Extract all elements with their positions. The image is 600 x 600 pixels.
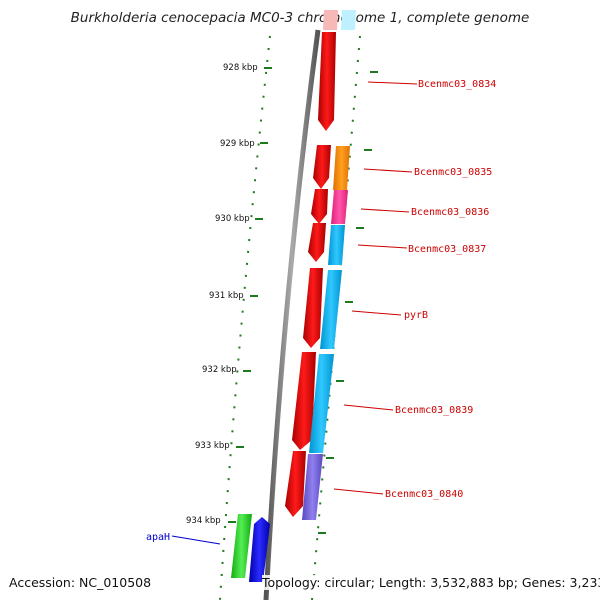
apaH-gene-group[interactable] (231, 514, 270, 582)
gene-arrow-0839 (292, 352, 316, 450)
chromosome-backbone (263, 29, 321, 600)
gene-arrow-0835 (313, 145, 331, 189)
tick-label-934: 934 kbp (186, 516, 221, 526)
tick-label-930: 930 kbp (215, 214, 250, 224)
callout-0834 (367, 81, 418, 85)
feature-faint-cyan[interactable] (341, 10, 356, 30)
gene-label-pyrB: pyrB (404, 310, 428, 321)
gene-arrow-0834 (318, 32, 336, 131)
callout-apaH (171, 535, 221, 545)
callout-0835 (363, 168, 413, 173)
gene-label-0837: Bcenmc03_0837 (408, 244, 486, 255)
tick-label-929: 929 kbp (220, 139, 255, 149)
partner-block-0835 (333, 146, 350, 190)
callout-lines (171, 81, 418, 545)
topology-text: Topology: circular; Length: 3,532,883 bp… (262, 575, 600, 590)
tick-label-928: 928 kbp (223, 63, 258, 73)
gene-arrow-apaH-green (231, 514, 252, 578)
partner-block-0840 (302, 454, 323, 520)
callout-0836 (360, 208, 410, 213)
map-title: Burkholderia cenocepacia MC0-3 chromosom… (70, 10, 530, 26)
inner-dotted-guide (219, 35, 271, 600)
callout-pyrB (351, 310, 402, 316)
gene-arrow-apaH (249, 517, 270, 582)
partner-block-0836 (331, 190, 348, 224)
partner-block-0839 (309, 354, 334, 453)
partner-block-pyrB (320, 270, 342, 349)
red-gene-track[interactable] (285, 32, 336, 517)
tick-label-931: 931 kbp (209, 291, 244, 301)
gene-label-0836: Bcenmc03_0836 (411, 207, 489, 218)
tick-label-933: 933 kbp (195, 441, 230, 451)
gene-arrow-0836 (311, 189, 328, 224)
scale-ticks (228, 67, 378, 534)
partner-block-0837 (328, 225, 345, 265)
gene-arrow-0837 (308, 223, 326, 262)
tick-label-932: 932 kbp (202, 365, 237, 375)
gene-labels[interactable]: Bcenmc03_0834 Bcenmc03_0835 Bcenmc03_083… (146, 79, 496, 543)
callout-0840 (333, 488, 384, 495)
feature-faint-pink[interactable] (323, 10, 338, 30)
gene-label-apaH: apaH (146, 532, 170, 543)
callout-0837 (357, 244, 408, 249)
gene-label-0840: Bcenmc03_0840 (385, 489, 463, 500)
gene-arrow-pyrB (303, 268, 323, 348)
partner-track[interactable] (302, 32, 350, 520)
callout-0839 (343, 404, 394, 411)
gene-label-0839: Bcenmc03_0839 (395, 405, 473, 416)
gene-arrow-0840 (285, 451, 306, 517)
gene-label-0834: Bcenmc03_0834 (418, 79, 496, 90)
scale-labels: 928 kbp 929 kbp 930 kbp 931 kbp 932 kbp … (186, 63, 258, 526)
gene-label-0835: Bcenmc03_0835 (414, 167, 492, 178)
accession-text: Accession: NC_010508 (9, 575, 152, 590)
